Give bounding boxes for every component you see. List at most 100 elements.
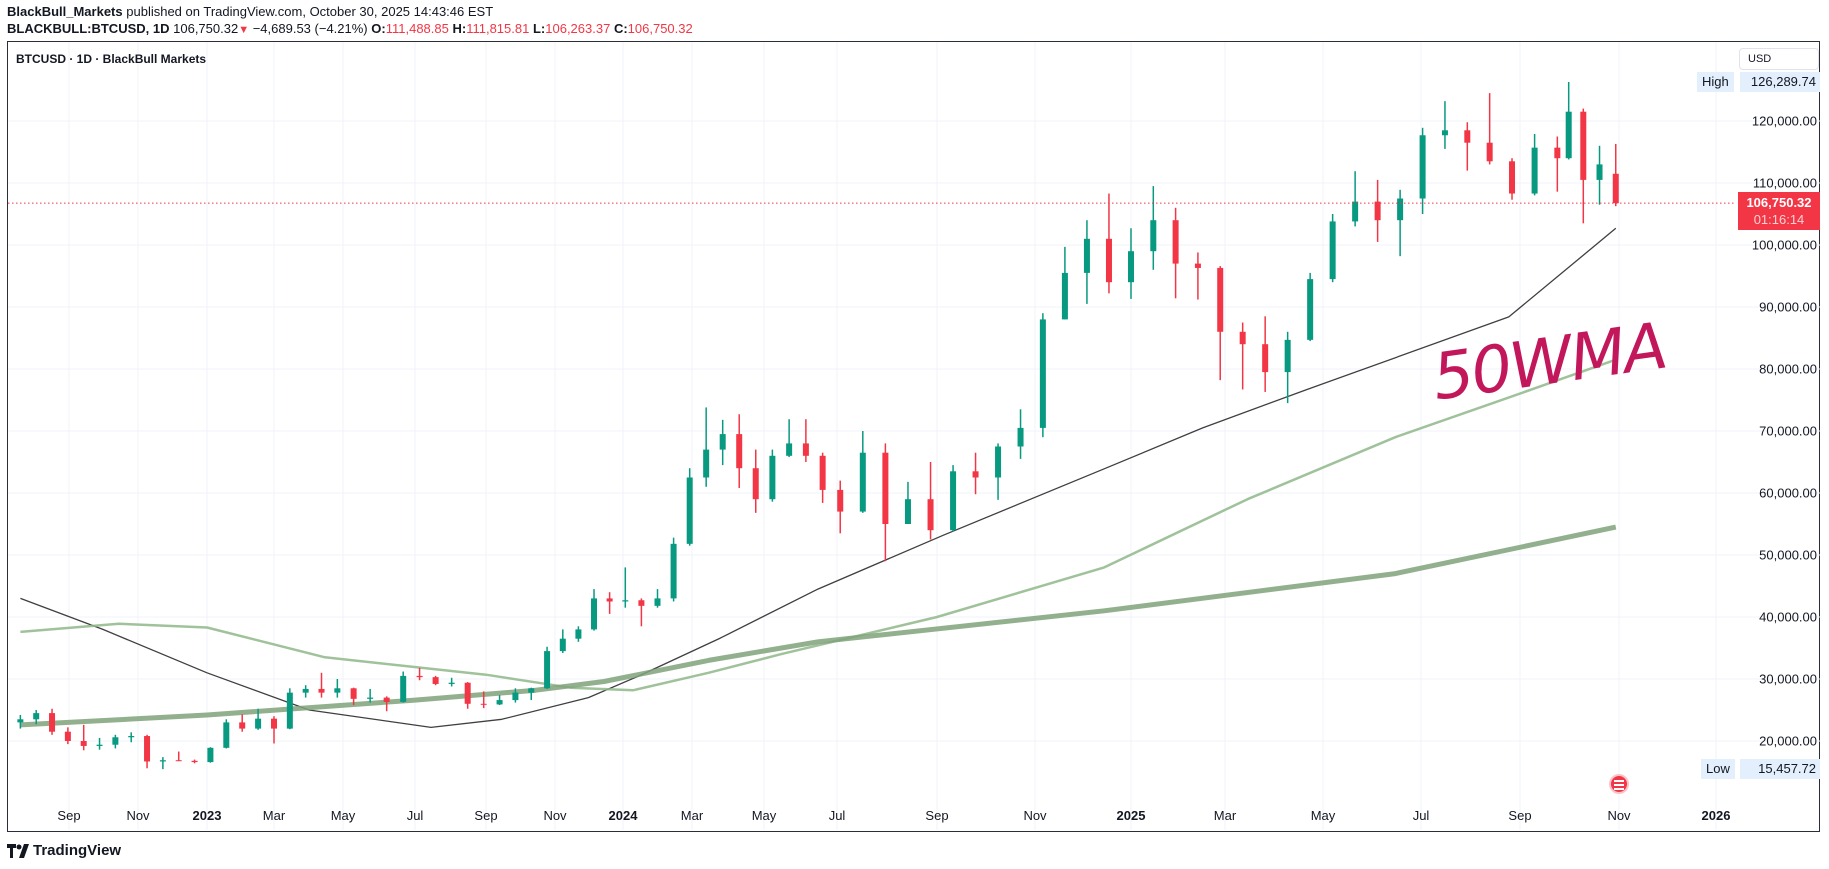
last-price-tag: 106,750.32 01:16:14 bbox=[1738, 192, 1820, 230]
candle-body bbox=[1039, 319, 1046, 428]
candle-body bbox=[480, 703, 487, 705]
candle-body bbox=[448, 682, 455, 684]
low-marker-value: 15,457.72 bbox=[1740, 759, 1820, 779]
candle-body bbox=[191, 760, 198, 763]
candle-body bbox=[1284, 339, 1291, 373]
time-tick-label: Jul bbox=[1412, 808, 1430, 823]
candle-body bbox=[334, 688, 341, 693]
tradingview-logo[interactable]: TradingView bbox=[7, 842, 121, 859]
candle-body bbox=[1419, 135, 1426, 199]
price-tick-label: 70,000.00 bbox=[1759, 423, 1817, 439]
tradingview-logo-icon bbox=[7, 843, 29, 858]
candle-body bbox=[1194, 263, 1201, 268]
candle-body bbox=[1061, 272, 1068, 320]
candle-body bbox=[769, 455, 776, 500]
last-price: 106,750.32 bbox=[173, 21, 239, 36]
candle-body bbox=[496, 700, 503, 705]
candle-body bbox=[400, 675, 407, 702]
time-tick-label: Mar bbox=[262, 808, 286, 823]
candle-body bbox=[239, 722, 246, 729]
publisher-name[interactable]: BlackBull_Markets bbox=[7, 4, 123, 19]
time-tick-label: 2023 bbox=[192, 808, 222, 823]
candle-body bbox=[302, 688, 309, 693]
price-change: −4,689.53 (−4.21%) bbox=[252, 21, 368, 36]
candle-body bbox=[859, 452, 866, 512]
candle-body bbox=[1352, 201, 1359, 222]
candle-body bbox=[837, 489, 844, 512]
candle-body bbox=[432, 677, 439, 684]
low-label: L: bbox=[532, 21, 546, 36]
low-value: 106,263.37 bbox=[545, 21, 611, 36]
time-tick-label: May bbox=[751, 808, 777, 823]
price-tick-label: 20,000.00 bbox=[1759, 733, 1817, 749]
down-triangle-icon: ▼ bbox=[238, 24, 250, 36]
candle-body bbox=[1509, 161, 1516, 194]
candle-body bbox=[80, 741, 87, 746]
price-tick-label: 60,000.00 bbox=[1759, 485, 1817, 501]
currency-button[interactable]: USD bbox=[1739, 48, 1819, 70]
candle-body bbox=[670, 543, 677, 599]
open-label: O: bbox=[371, 21, 386, 36]
candle-body bbox=[1397, 198, 1404, 221]
candle-body bbox=[318, 688, 325, 693]
candle-body bbox=[286, 692, 293, 729]
annotation-50wma[interactable]: 50WMA bbox=[1428, 310, 1670, 416]
candle-body bbox=[786, 443, 793, 456]
brand-name: TradingView bbox=[33, 842, 122, 859]
candle-body bbox=[703, 449, 710, 478]
candle-body bbox=[719, 434, 726, 450]
candle-body bbox=[271, 718, 277, 729]
price-tick-label: 80,000.00 bbox=[1759, 361, 1817, 377]
candle-body bbox=[1329, 221, 1336, 280]
chart-frame[interactable] bbox=[7, 41, 1820, 832]
candle-body bbox=[17, 719, 24, 723]
economic-events-icon[interactable] bbox=[1609, 774, 1629, 794]
time-tick-label: May bbox=[1310, 808, 1336, 823]
candle-body bbox=[1307, 279, 1314, 340]
candle-body bbox=[752, 468, 759, 500]
candle-body bbox=[464, 682, 471, 704]
candle-body bbox=[1105, 238, 1112, 283]
candle-body bbox=[96, 744, 103, 746]
candle-body bbox=[1612, 173, 1619, 204]
candle-body bbox=[1531, 147, 1538, 194]
candle-body bbox=[904, 499, 911, 524]
candle-body bbox=[622, 600, 629, 602]
time-tick-label: Sep bbox=[474, 808, 498, 823]
candle-body bbox=[1565, 111, 1572, 159]
candle-body bbox=[223, 722, 230, 748]
time-tick-label: Nov bbox=[1607, 808, 1631, 823]
candle-body bbox=[638, 600, 645, 606]
candle-body bbox=[1580, 111, 1587, 180]
candle-body bbox=[736, 434, 743, 469]
low-marker-label: Low bbox=[1701, 759, 1735, 779]
bar-countdown: 01:16:14 bbox=[1753, 212, 1805, 227]
published-text: published on TradingView.com, October 30… bbox=[126, 4, 494, 19]
candle-body bbox=[591, 598, 598, 630]
time-tick-label: Sep bbox=[57, 808, 81, 823]
candle-body bbox=[972, 471, 979, 478]
price-tick-label: 110,000.00 bbox=[1752, 175, 1817, 191]
moving-average-thick-green bbox=[20, 524, 1617, 728]
close-label: C: bbox=[613, 21, 628, 36]
open-value: 111,488.85 bbox=[385, 21, 449, 36]
time-tick-label: 2024 bbox=[608, 808, 638, 823]
candle-body bbox=[528, 688, 535, 693]
symbol-label: BLACKBULL:BTCUSD, 1D bbox=[7, 21, 170, 36]
candle-body bbox=[927, 499, 934, 531]
candle-body bbox=[383, 697, 390, 702]
high-label: H: bbox=[452, 21, 467, 36]
candle-body bbox=[654, 598, 661, 606]
candle-body bbox=[144, 736, 151, 762]
moving-average-light-green bbox=[20, 358, 1617, 692]
chart-title: BTCUSD · 1D · BlackBull Markets bbox=[16, 52, 207, 66]
candle-body bbox=[1217, 267, 1224, 332]
candle-body bbox=[64, 731, 71, 741]
candle-body bbox=[33, 713, 40, 720]
candle-body bbox=[49, 713, 56, 732]
candle-body bbox=[686, 477, 693, 544]
candle-body bbox=[350, 688, 357, 699]
time-tick-label: Nov bbox=[543, 808, 567, 823]
time-tick-label: Nov bbox=[1023, 808, 1047, 823]
